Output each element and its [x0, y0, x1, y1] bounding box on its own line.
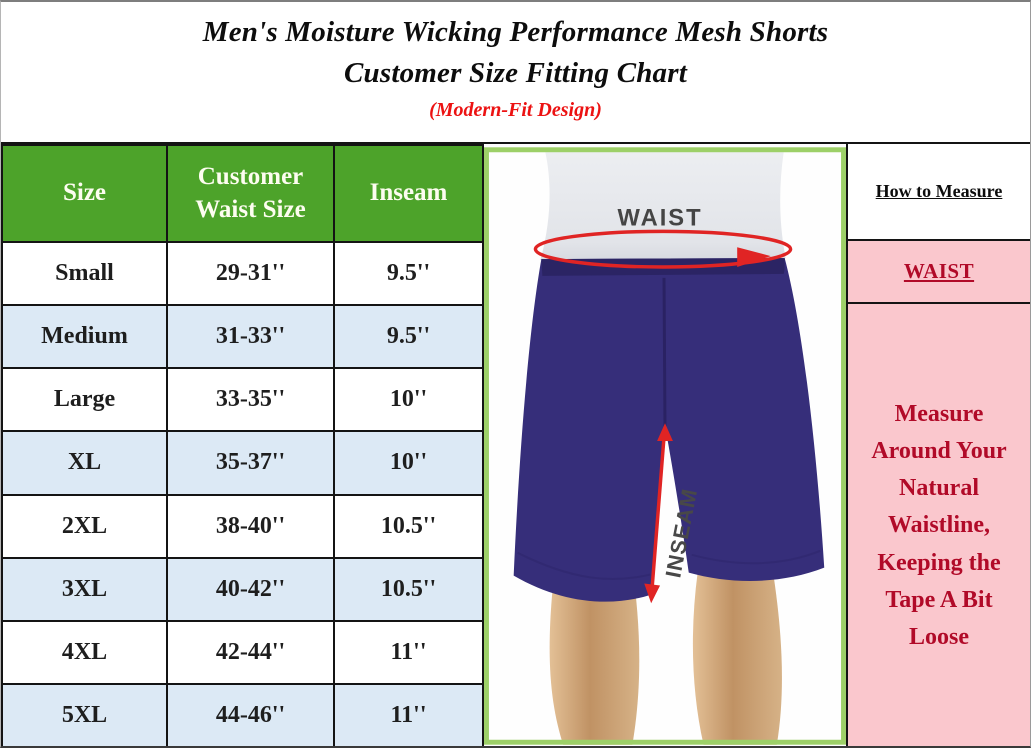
how-to-measure-heading: How to Measure — [875, 181, 1003, 201]
how-to-measure-panel: How to Measure WAIST Measure Around Your… — [848, 144, 1030, 746]
left-hem-fold — [517, 551, 651, 581]
waist-annotation-label: WAIST — [618, 205, 703, 231]
table-row: 3XL 40-42'' 10.5'' — [1, 556, 484, 622]
shorts-center-crease — [662, 277, 667, 429]
waist-heading: WAIST — [903, 259, 975, 283]
waist-cell: 33-35'' — [166, 367, 335, 433]
column-header-waist: Customer Waist Size — [166, 144, 335, 243]
sizing-table-section: Size Customer Waist Size Inseam Small 29… — [1, 144, 484, 746]
page-title: Men's Moisture Wicking Performance Mesh … — [202, 16, 829, 48]
waist-instructions-cell: Measure Around Your Natural Waistline, K… — [848, 304, 1030, 746]
size-cell: 3XL — [1, 556, 168, 622]
product-photo: WAIST INSEAM — [482, 144, 848, 746]
sizing-table: Size Customer Waist Size Inseam Small 29… — [1, 144, 484, 746]
waist-cell: 38-40'' — [166, 493, 335, 559]
table-row: Small 29-31'' 9.5'' — [1, 240, 484, 307]
right-leg — [692, 570, 782, 745]
title-block: Men's Moisture Wicking Performance Mesh … — [1, 2, 1030, 142]
mesh-shorts — [513, 258, 825, 602]
size-cell: Small — [1, 240, 168, 307]
table-row: XL 35-37'' 10'' — [1, 430, 484, 496]
page-subtitle: Customer Size Fitting Chart — [343, 57, 688, 89]
inseam-measure-line — [650, 436, 666, 588]
waist-instructions-text: Measure Around Your Natural Waistline, K… — [871, 400, 1007, 650]
size-cell: 5XL — [1, 682, 168, 746]
waist-cell: 42-44'' — [166, 619, 335, 685]
size-cell: Large — [1, 367, 168, 433]
column-header-inseam: Inseam — [333, 144, 484, 243]
size-cell: Medium — [1, 304, 168, 370]
inseam-arrowhead-top — [657, 423, 673, 442]
photo-green-border — [484, 147, 846, 745]
waist-cell: 29-31'' — [166, 240, 335, 307]
table-row: Large 33-35'' 10'' — [1, 367, 484, 433]
size-cell: 4XL — [1, 619, 168, 685]
inseam-cell: 10'' — [333, 367, 484, 433]
how-to-measure-header: How to Measure — [848, 144, 1030, 241]
waist-cell: 40-42'' — [166, 556, 335, 622]
waist-arrowhead — [737, 247, 771, 267]
waist-cell: 44-46'' — [166, 682, 335, 746]
shorts-measurement-illustration: WAIST INSEAM — [484, 147, 846, 745]
inseam-cell: 10.5'' — [333, 556, 484, 622]
waist-measure-ellipse — [533, 229, 793, 269]
inseam-cell: 10'' — [333, 430, 484, 496]
table-row: 4XL 42-44'' 11'' — [1, 619, 484, 685]
waist-section-header: WAIST — [848, 241, 1030, 304]
tshirt — [540, 152, 786, 266]
inseam-cell: 10.5'' — [333, 493, 484, 559]
fit-design-note: (Modern-Fit Design) — [429, 99, 602, 121]
table-row: Medium 31-33'' 9.5'' — [1, 304, 484, 370]
size-cell: XL — [1, 430, 168, 496]
main-content: Size Customer Waist Size Inseam Small 29… — [1, 142, 1030, 746]
inseam-cell: 11'' — [333, 682, 484, 746]
waist-cell: 31-33'' — [166, 304, 335, 370]
table-row: 5XL 44-46'' 11'' — [1, 682, 484, 746]
inseam-arrowhead-bottom — [644, 583, 661, 604]
inseam-cell: 11'' — [333, 619, 484, 685]
inseam-cell: 9.5'' — [333, 240, 484, 307]
waist-cell: 35-37'' — [166, 430, 335, 496]
left-leg — [549, 582, 640, 745]
table-row: 2XL 38-40'' 10.5'' — [1, 493, 484, 559]
right-hem-fold — [691, 549, 821, 565]
size-cell: 2XL — [1, 493, 168, 559]
inseam-cell: 9.5'' — [333, 304, 484, 370]
column-header-size: Size — [1, 144, 168, 243]
table-header-row: Size Customer Waist Size Inseam — [1, 144, 484, 243]
